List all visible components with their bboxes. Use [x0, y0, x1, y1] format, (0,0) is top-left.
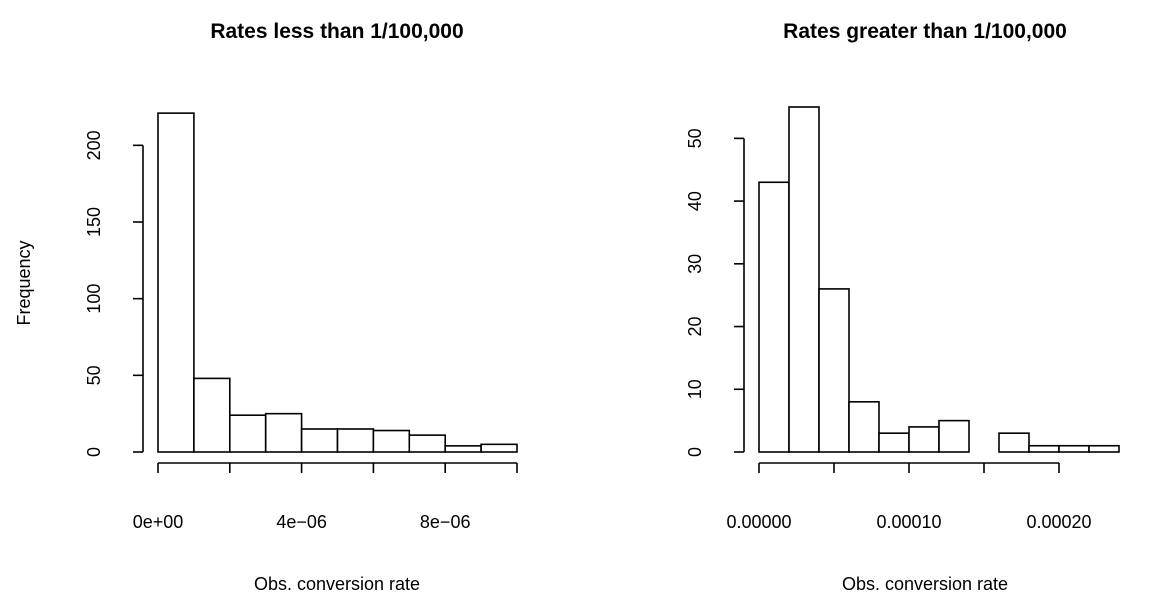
histogram-bar — [758, 181, 790, 453]
x-tick-label: 0e+00 — [133, 512, 184, 532]
y-tick-label: 0 — [84, 447, 104, 457]
histogram-bar — [264, 412, 303, 453]
bars — [758, 106, 1120, 453]
histogram-bar — [878, 432, 910, 453]
histogram-bar — [998, 432, 1030, 453]
histogram-bar — [938, 419, 970, 453]
x-axis-label: Obs. conversion rate — [254, 574, 420, 594]
y-axis: 0 50 100 150 200 — [84, 130, 144, 457]
histogram-bar — [193, 377, 231, 453]
y-axis: 0 10 20 30 40 50 — [685, 128, 745, 457]
histogram-bar — [336, 428, 375, 453]
y-tick-label: 40 — [685, 191, 705, 211]
chart-title: Rates less than 1/100,000 — [210, 20, 463, 43]
y-tick-label: 100 — [84, 284, 104, 314]
histogram-bar — [908, 426, 940, 453]
x-tick-label: 8e−06 — [420, 512, 471, 532]
histogram-bar — [788, 106, 820, 453]
histogram-panel-low-rates: Rates less than 1/100,000 Obs. conversio… — [14, 20, 518, 594]
histogram-bar — [848, 401, 880, 453]
histogram-bar — [480, 443, 518, 453]
y-axis-label: Frequency — [14, 240, 34, 325]
histogram-bar — [157, 112, 195, 453]
y-tick-label: 0 — [685, 447, 705, 457]
x-axis-label: Obs. conversion rate — [842, 574, 1008, 594]
histogram-bar — [372, 429, 411, 453]
histogram-panel-high-rates: Rates greater than 1/100,000 Obs. conver… — [685, 20, 1120, 594]
histogram-bar — [444, 445, 482, 453]
histogram-bar — [300, 428, 339, 453]
x-tick-label: 0.00000 — [726, 512, 791, 532]
y-tick-label: 200 — [84, 130, 104, 160]
x-tick-label: 0.00010 — [876, 512, 941, 532]
y-tick-label: 50 — [685, 128, 705, 148]
histogram-bar — [1088, 444, 1120, 453]
x-tick-label: 4e−06 — [276, 512, 327, 532]
chart-title: Rates greater than 1/100,000 — [783, 20, 1067, 43]
y-tick-label: 30 — [685, 254, 705, 274]
x-axis: 0.00000 0.00010 0.00020 — [726, 462, 1092, 532]
x-axis: 0e+00 4e−06 8e−06 — [133, 462, 518, 532]
histogram-bar — [1058, 444, 1090, 453]
histogram-bar — [408, 434, 446, 453]
bars — [157, 112, 518, 453]
histogram-bar — [818, 288, 850, 453]
y-tick-label: 50 — [84, 365, 104, 385]
x-tick-label: 0.00020 — [1026, 512, 1091, 532]
y-tick-label: 20 — [685, 317, 705, 337]
histogram-bar — [229, 414, 267, 453]
y-tick-label: 10 — [685, 379, 705, 399]
histogram-bar — [1028, 444, 1060, 453]
y-tick-label: 150 — [84, 207, 104, 237]
